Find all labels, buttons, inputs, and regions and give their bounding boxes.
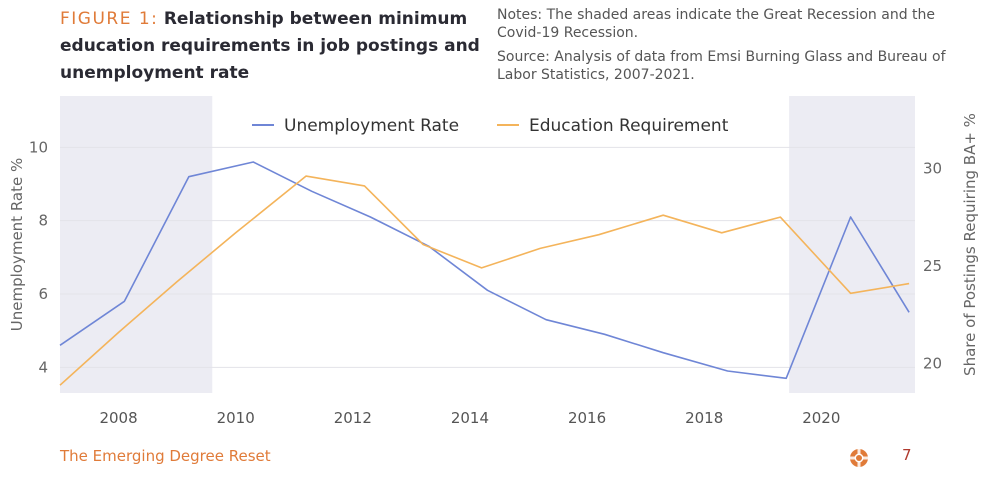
y-tick-label-10: 10	[29, 138, 48, 156]
recession-shade-0	[60, 96, 213, 393]
footer-brand: The Emerging Degree Reset	[60, 447, 271, 465]
x-tick-label-2010: 2010	[217, 409, 255, 427]
recession-shade-1	[789, 96, 915, 393]
x-tick-label-2012: 2012	[334, 409, 372, 427]
series-line-unemployment-rate	[59, 161, 910, 380]
lifebuoy-logo-icon	[849, 448, 869, 468]
series-line-education-requirement	[59, 175, 910, 386]
y-axis-title-left: Unemployment Rate %	[8, 158, 26, 331]
y-axis-title-right: Share of Postings Requiring BA+ %	[961, 113, 979, 376]
x-tick-label-2014: 2014	[451, 409, 489, 427]
source-text: Source: Analysis of data from Emsi Burni…	[497, 49, 946, 83]
y-right-tick-label-25: 25	[923, 257, 942, 275]
x-tick-label-2020: 2020	[802, 409, 840, 427]
y-tick-label-6: 6	[38, 285, 48, 303]
y-tick-label-4: 4	[38, 358, 48, 376]
legend-label-1: Education Requirement	[529, 116, 729, 136]
page-number: 7	[902, 446, 912, 464]
notes-block: Notes: The shaded areas indicate the Gre…	[497, 6, 967, 90]
line-chart: 4 6 8 10 20 25 30 2008 2010 2012 2014 2016 2018 2020 U…	[8, 96, 979, 427]
x-tick-label-2018: 2018	[685, 409, 723, 427]
y-tick-label-8: 8	[38, 212, 48, 230]
y-right-tick-label-30: 30	[923, 159, 942, 177]
legend-label-0: Unemployment Rate	[284, 116, 459, 136]
x-tick-label-2008: 2008	[99, 409, 137, 427]
figure-label: FIGURE 1:	[60, 9, 159, 29]
figure-title: Relationship between minimum education r…	[60, 9, 480, 83]
x-tick-label-2016: 2016	[568, 409, 606, 427]
y-right-tick-label-20: 20	[923, 355, 942, 373]
notes-text: Notes: The shaded areas indicate the Gre…	[497, 7, 936, 41]
figure-header: FIGURE 1: Relationship between minimum e…	[60, 6, 480, 87]
